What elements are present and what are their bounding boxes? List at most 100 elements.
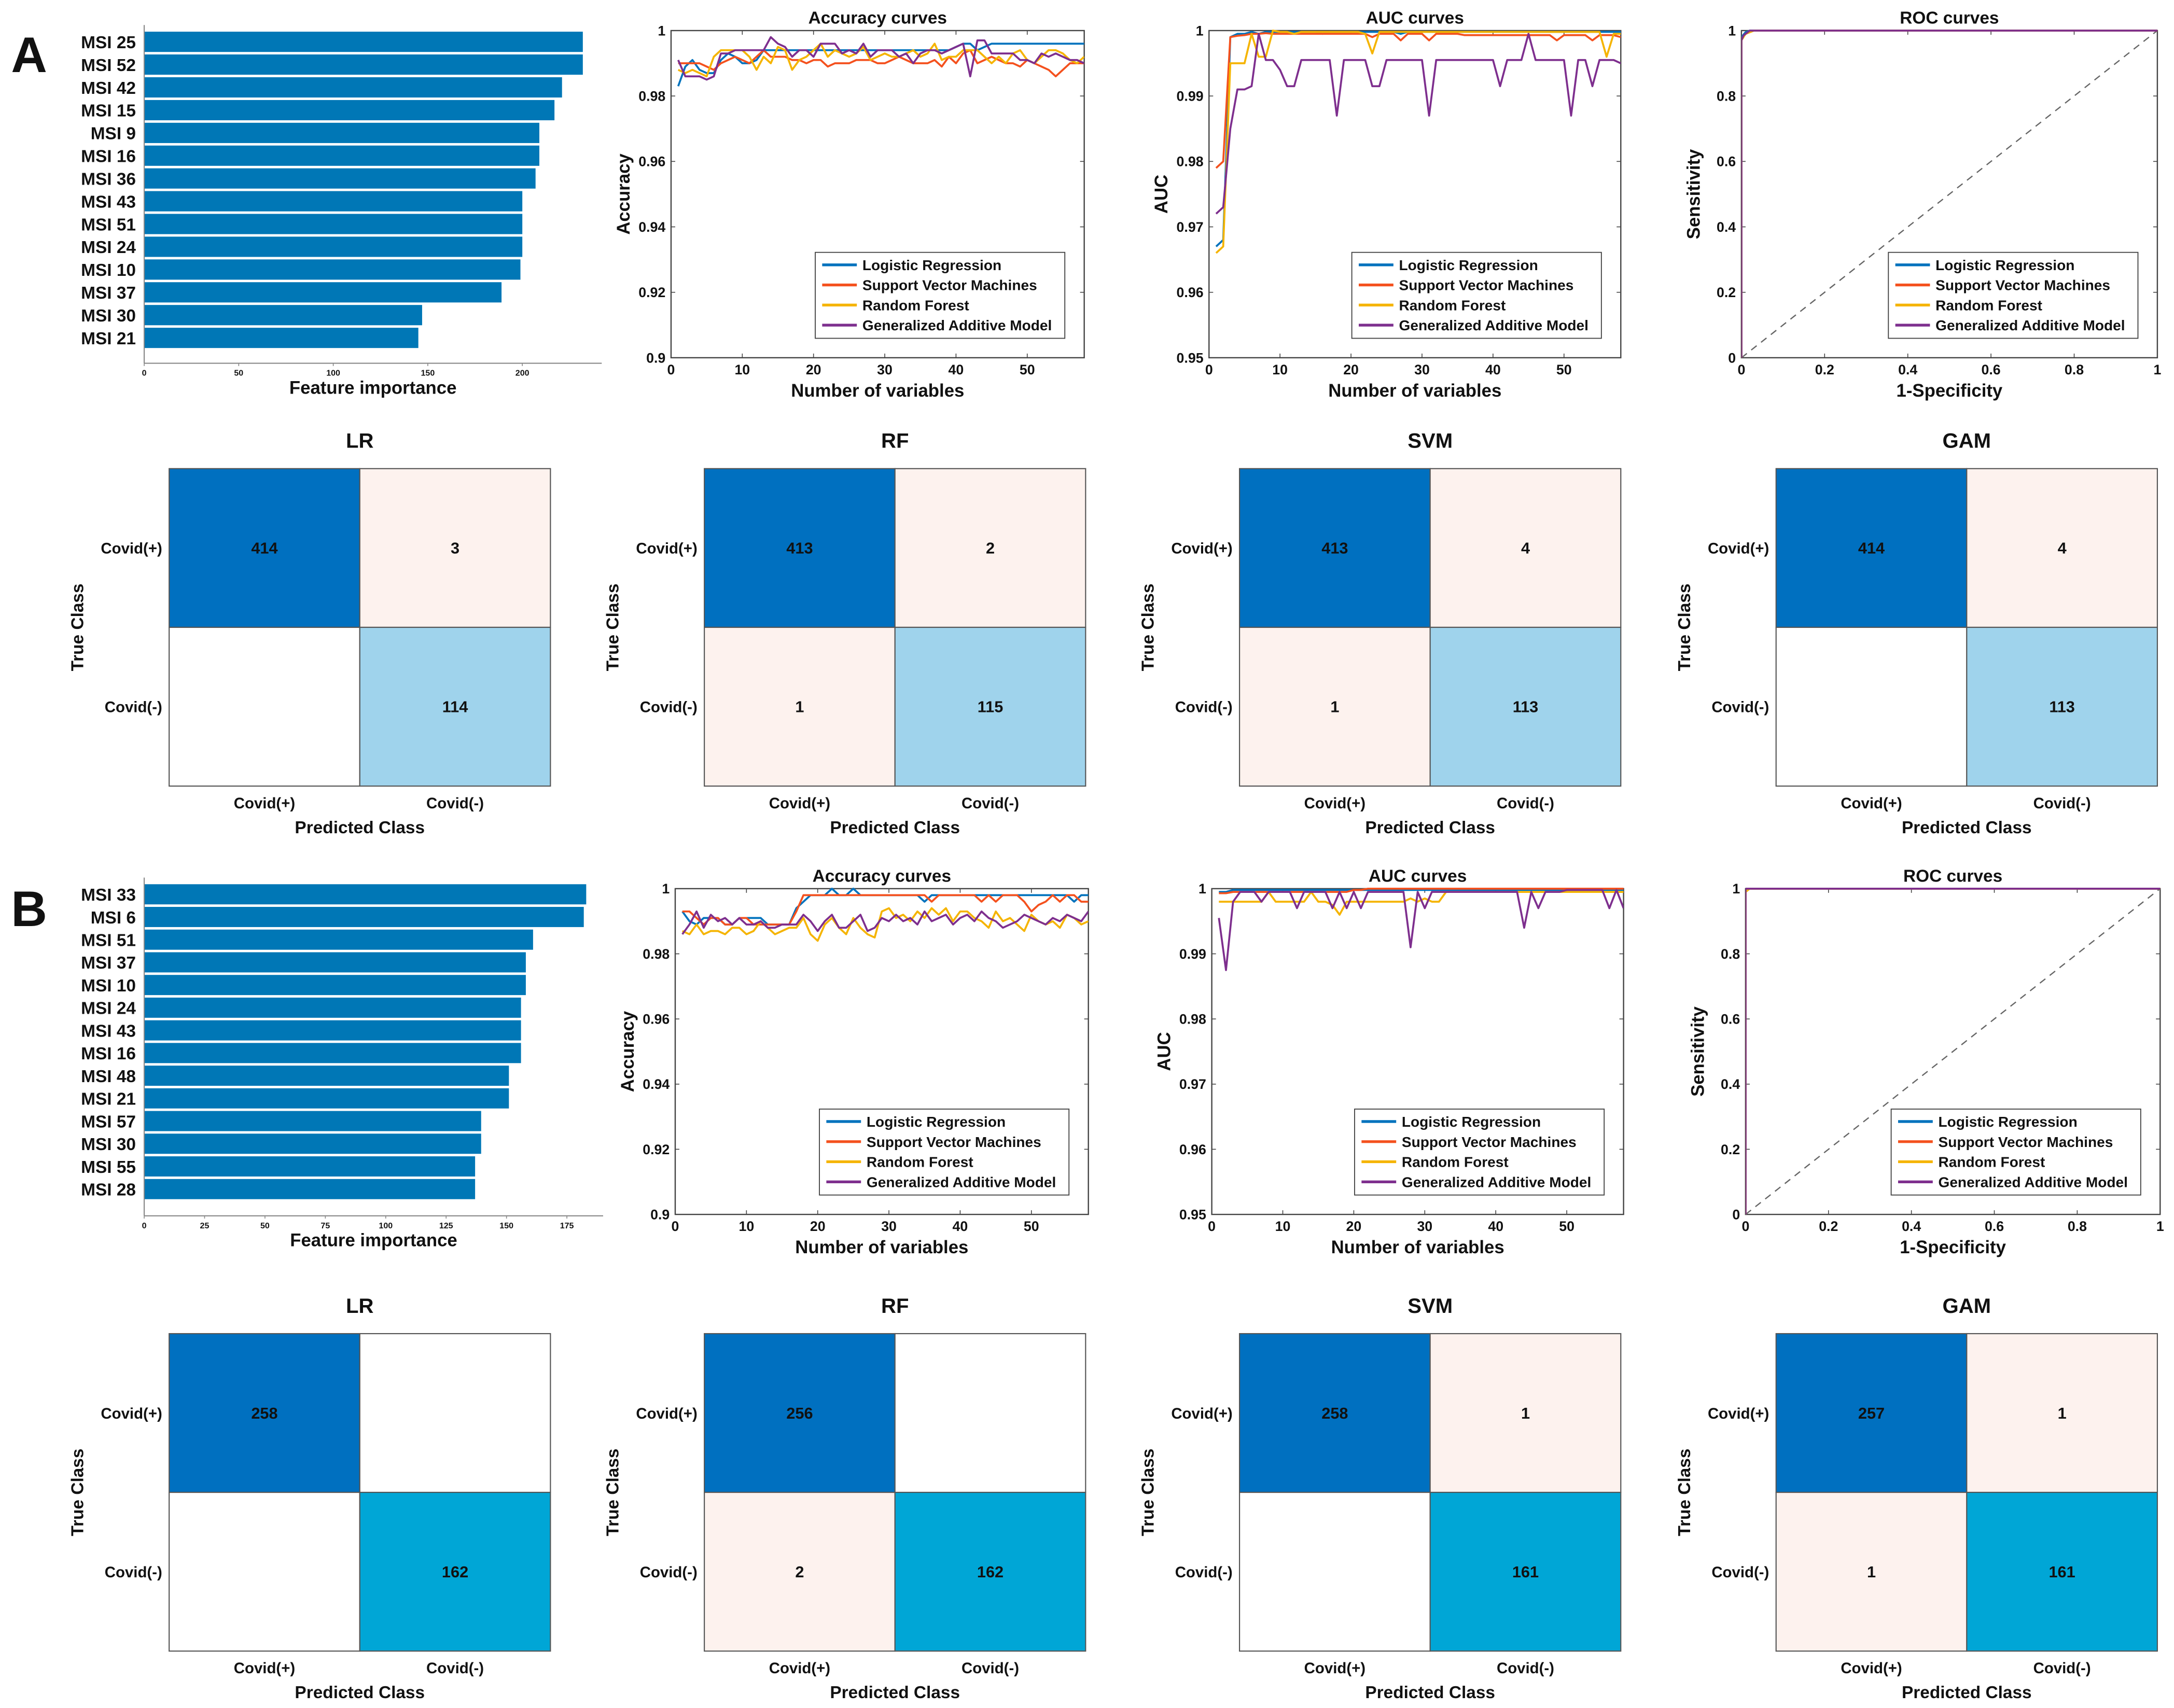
- y-tick-label: 0: [1732, 1207, 1740, 1222]
- x-tick-label: 40: [949, 362, 964, 377]
- row-label: Covid(-): [1175, 699, 1233, 716]
- cell-value: 257: [1858, 1404, 1885, 1422]
- x-tick-label: 0.4: [1902, 1219, 1921, 1234]
- x-tick-label: 40: [1488, 1219, 1503, 1234]
- legend-label: Generalized Additive Model: [1939, 1174, 2128, 1190]
- x-tick-label: 30: [881, 1219, 897, 1234]
- y-tick-label: 0.9: [650, 1207, 670, 1222]
- bar: [144, 1020, 521, 1041]
- bar-label: MSI 43: [81, 192, 136, 212]
- series-line-support-vector-machines: [1215, 32, 1621, 169]
- x-tick-label: 0.4: [1898, 362, 1917, 377]
- x-tick-label: 20: [810, 1219, 826, 1234]
- y-tick-label: 0.95: [1177, 350, 1204, 366]
- y-tick-label: 0.96: [1179, 1142, 1206, 1157]
- legend-label: Logistic Regression: [1402, 1114, 1541, 1130]
- x-tick-label: 20: [1343, 362, 1359, 377]
- x-tick-label: 10: [1272, 362, 1288, 377]
- bar-label: MSI 42: [81, 79, 136, 98]
- bar-label: MSI 10: [81, 976, 136, 996]
- y-axis-label: AUC: [1152, 175, 1172, 214]
- series-line-generalized-additive-model: [1215, 33, 1621, 215]
- cell-value: 1: [1867, 1563, 1876, 1581]
- x-tick-label: 150: [421, 369, 435, 378]
- chart-b-conf: GAM 257 1 1 161 Covid(+) Covid(-) Covid(+) Covid…: [1675, 1295, 2158, 1702]
- bar-label: MSI 30: [81, 1135, 136, 1154]
- x-tick-label: 1: [2156, 1219, 2164, 1234]
- matrix-title: GAM: [1943, 430, 1991, 453]
- panel-label-a: A: [11, 27, 47, 83]
- legend-label: Generalized Additive Model: [1402, 1174, 1591, 1190]
- x-tick-label: 200: [515, 369, 529, 378]
- col-label: Covid(+): [234, 1660, 295, 1677]
- series-line-random-forest: [681, 907, 1089, 942]
- bar-label: MSI 55: [81, 1158, 136, 1177]
- legend-label: Support Vector Machines: [1399, 277, 1574, 293]
- reference-diagonal: [1745, 888, 2161, 1215]
- legend-label: Generalized Additive Model: [1935, 317, 2125, 333]
- x-axis-label: Predicted Class: [830, 1683, 960, 1702]
- chart-title: Accuracy curves: [809, 9, 947, 28]
- col-label: Covid(-): [2033, 1660, 2091, 1677]
- x-tick-label: 10: [1275, 1219, 1291, 1234]
- matrix-cell: [1966, 626, 2158, 787]
- matrix-cell: [1429, 1492, 1622, 1652]
- bar: [144, 145, 539, 166]
- x-tick-label: 50: [1556, 362, 1572, 377]
- matrix-cell: [894, 626, 1086, 787]
- y-tick-label: 1: [1196, 23, 1204, 38]
- y-tick-label: 0.4: [1721, 1076, 1740, 1092]
- bar-label: MSI 33: [81, 886, 136, 905]
- row-label: Covid(-): [640, 699, 698, 716]
- series-line-generalized-additive-model: [1741, 30, 2157, 358]
- matrix-title: SVM: [1407, 1295, 1453, 1318]
- y-tick-label: 0.98: [1179, 1012, 1206, 1027]
- matrix-cell: [169, 1333, 360, 1493]
- x-axis-label: Number of variables: [795, 1238, 968, 1257]
- series-line-generalized-additive-model: [677, 36, 1084, 81]
- x-axis-label: Predicted Class: [1365, 1683, 1495, 1702]
- legend-label: Random Forest: [1399, 297, 1506, 313]
- matrix-cell: [1239, 1492, 1431, 1652]
- chart-a-conf: SVM 413 4 1 113 Covid(+) Covid(-) Covid(+) Covid…: [1138, 430, 1622, 837]
- matrix-title: LR: [346, 430, 373, 453]
- x-tick-label: 0.6: [1982, 362, 2001, 377]
- chart-a-conf: LR 414 3 114 Covid(+) Covid(-) Covid(+) Covid(-…: [68, 430, 551, 837]
- chart-b-roc: ROC curves 0 0.2 0.4 0.6 0.8 1 0 0.2 0.4 0.6 0.8 1 1-…: [1689, 866, 2164, 1257]
- y-tick-label: 0.6: [1717, 154, 1736, 170]
- series-line-logistic-regression: [1219, 889, 1624, 893]
- cell-value: 161: [1512, 1563, 1539, 1581]
- bar-label: MSI 48: [81, 1067, 136, 1086]
- x-tick-label: 30: [1417, 1219, 1432, 1234]
- x-tick-label: 0: [1737, 362, 1745, 377]
- bar-label: MSI 51: [81, 215, 136, 234]
- cell-value: 3: [451, 539, 459, 557]
- bar: [144, 77, 562, 98]
- row-label: Covid(-): [1175, 1564, 1233, 1581]
- bar: [144, 259, 521, 280]
- y-axis-label: True Class: [1675, 1449, 1694, 1536]
- y-tick-label: 1: [658, 23, 665, 38]
- matrix-title: LR: [346, 1295, 373, 1318]
- cell-value: 413: [1321, 539, 1348, 557]
- legend-label: Support Vector Machines: [867, 1134, 1041, 1150]
- x-tick-label: 10: [734, 362, 750, 377]
- y-axis-label: True Class: [68, 583, 87, 671]
- x-tick-label: 50: [1559, 1219, 1574, 1234]
- row-label: Covid(+): [1708, 1405, 1769, 1422]
- x-tick-label: 100: [326, 369, 340, 378]
- y-axis-label: True Class: [1138, 583, 1158, 671]
- matrix-cell: [704, 1492, 896, 1652]
- matrix-cell: [704, 1333, 896, 1493]
- legend-label: Generalized Additive Model: [867, 1174, 1056, 1190]
- bar-label: MSI 24: [81, 238, 136, 257]
- matrix-cell: [894, 1492, 1086, 1652]
- x-tick-label: 125: [439, 1221, 453, 1230]
- bar: [144, 1156, 476, 1177]
- x-tick-label: 1: [2153, 362, 2161, 377]
- y-tick-label: 0.95: [1179, 1207, 1206, 1222]
- matrix-cell: [1239, 626, 1431, 787]
- y-axis-label: AUC: [1154, 1032, 1174, 1071]
